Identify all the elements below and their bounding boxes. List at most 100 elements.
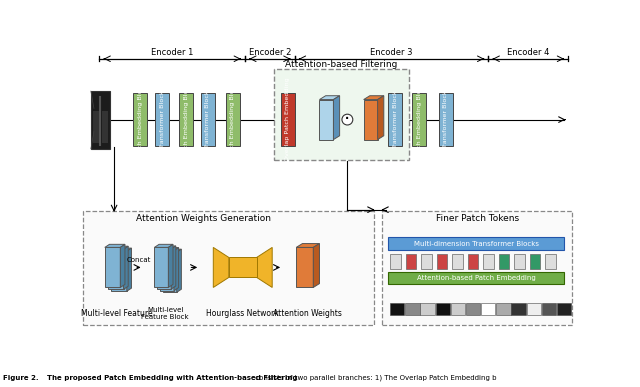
FancyBboxPatch shape [154, 247, 168, 288]
Text: Attention Weights Generation: Attention Weights Generation [136, 214, 271, 223]
FancyBboxPatch shape [527, 303, 541, 315]
FancyBboxPatch shape [91, 91, 110, 149]
Polygon shape [157, 246, 176, 249]
FancyBboxPatch shape [388, 237, 564, 250]
FancyBboxPatch shape [102, 111, 108, 143]
FancyBboxPatch shape [111, 251, 127, 291]
Text: Multi-level
Feature Block: Multi-level Feature Block [141, 307, 189, 320]
Text: Transformer Block: Transformer Block [393, 90, 398, 149]
Polygon shape [124, 246, 128, 289]
FancyBboxPatch shape [436, 253, 447, 269]
FancyBboxPatch shape [483, 253, 494, 269]
FancyBboxPatch shape [545, 253, 556, 269]
Text: Transformer Block: Transformer Block [444, 90, 448, 149]
Text: Encoder 3: Encoder 3 [371, 48, 413, 57]
FancyBboxPatch shape [467, 253, 478, 269]
Polygon shape [154, 244, 173, 247]
FancyBboxPatch shape [557, 303, 572, 315]
Text: Encoder 2: Encoder 2 [249, 48, 291, 57]
FancyBboxPatch shape [420, 303, 435, 315]
FancyBboxPatch shape [390, 303, 404, 315]
Text: The proposed Patch Embedding with Attention-based Filtering: The proposed Patch Embedding with Attent… [42, 375, 297, 381]
Text: Hourglass Network: Hourglass Network [206, 309, 279, 318]
FancyBboxPatch shape [155, 93, 169, 146]
FancyBboxPatch shape [499, 253, 509, 269]
Polygon shape [296, 243, 319, 247]
FancyBboxPatch shape [160, 251, 174, 291]
Text: Patch Embedding Block: Patch Embedding Block [417, 82, 422, 158]
Text: Finer Patch Tokens: Finer Patch Tokens [436, 214, 519, 223]
Polygon shape [108, 246, 128, 249]
FancyBboxPatch shape [452, 253, 463, 269]
FancyBboxPatch shape [83, 211, 374, 325]
Polygon shape [120, 244, 125, 288]
Polygon shape [177, 249, 181, 292]
FancyBboxPatch shape [364, 99, 378, 140]
Text: Encoder 1: Encoder 1 [151, 48, 193, 57]
FancyBboxPatch shape [281, 93, 294, 146]
Text: Multi-level Feature: Multi-level Feature [81, 309, 152, 318]
FancyBboxPatch shape [481, 303, 495, 315]
Text: Transformer Block: Transformer Block [159, 90, 164, 149]
Polygon shape [111, 248, 131, 251]
Text: Overlap Patch Embedding: Overlap Patch Embedding [285, 78, 290, 161]
Text: Multi-dimension Transformer Blocks: Multi-dimension Transformer Blocks [414, 241, 539, 247]
FancyBboxPatch shape [296, 247, 313, 288]
FancyBboxPatch shape [274, 69, 410, 159]
FancyBboxPatch shape [436, 303, 450, 315]
Text: Patch Embedding Block: Patch Embedding Block [184, 82, 189, 158]
FancyBboxPatch shape [412, 93, 426, 146]
FancyBboxPatch shape [179, 93, 193, 146]
Polygon shape [213, 247, 229, 288]
FancyBboxPatch shape [108, 249, 124, 289]
FancyBboxPatch shape [134, 93, 147, 146]
Polygon shape [257, 247, 272, 288]
FancyBboxPatch shape [405, 303, 420, 315]
Text: Attention-based Filtering: Attention-based Filtering [285, 60, 397, 68]
FancyBboxPatch shape [382, 211, 572, 325]
Polygon shape [163, 249, 181, 252]
Polygon shape [364, 96, 384, 99]
Text: Encoder 4: Encoder 4 [507, 48, 550, 57]
Text: Patch Embedding Block: Patch Embedding Block [138, 82, 143, 158]
FancyBboxPatch shape [105, 247, 120, 288]
FancyBboxPatch shape [451, 303, 465, 315]
FancyBboxPatch shape [201, 93, 215, 146]
FancyBboxPatch shape [390, 253, 401, 269]
Polygon shape [333, 96, 340, 140]
FancyBboxPatch shape [226, 93, 239, 146]
FancyBboxPatch shape [421, 253, 432, 269]
FancyBboxPatch shape [388, 272, 564, 284]
Text: Attention Weights: Attention Weights [273, 309, 342, 318]
FancyBboxPatch shape [439, 93, 452, 146]
Text: Attention-based Patch Embedding: Attention-based Patch Embedding [417, 275, 536, 281]
Polygon shape [174, 248, 179, 291]
Polygon shape [378, 96, 384, 140]
Text: Figure 2.: Figure 2. [3, 375, 39, 381]
Circle shape [342, 114, 353, 125]
FancyBboxPatch shape [496, 303, 511, 315]
Text: consists of two parallel branches: 1) The Overlap Patch Embedding b: consists of two parallel branches: 1) Th… [253, 375, 496, 381]
FancyBboxPatch shape [406, 253, 417, 269]
FancyBboxPatch shape [542, 303, 556, 315]
FancyBboxPatch shape [511, 303, 526, 315]
Polygon shape [105, 244, 125, 247]
Polygon shape [160, 248, 179, 251]
FancyBboxPatch shape [93, 111, 99, 143]
FancyBboxPatch shape [163, 252, 177, 292]
Text: Transformer Block: Transformer Block [205, 90, 211, 149]
Text: Patch Embedding Block: Patch Embedding Block [230, 82, 235, 158]
Polygon shape [171, 246, 176, 289]
Polygon shape [319, 96, 340, 99]
Text: ·: · [344, 110, 351, 129]
FancyBboxPatch shape [466, 303, 480, 315]
Polygon shape [229, 257, 257, 277]
FancyBboxPatch shape [388, 93, 403, 146]
Polygon shape [168, 244, 173, 288]
FancyBboxPatch shape [157, 249, 171, 289]
FancyBboxPatch shape [514, 253, 525, 269]
FancyBboxPatch shape [319, 99, 333, 140]
Polygon shape [127, 248, 131, 291]
Polygon shape [313, 243, 319, 288]
FancyBboxPatch shape [529, 253, 540, 269]
